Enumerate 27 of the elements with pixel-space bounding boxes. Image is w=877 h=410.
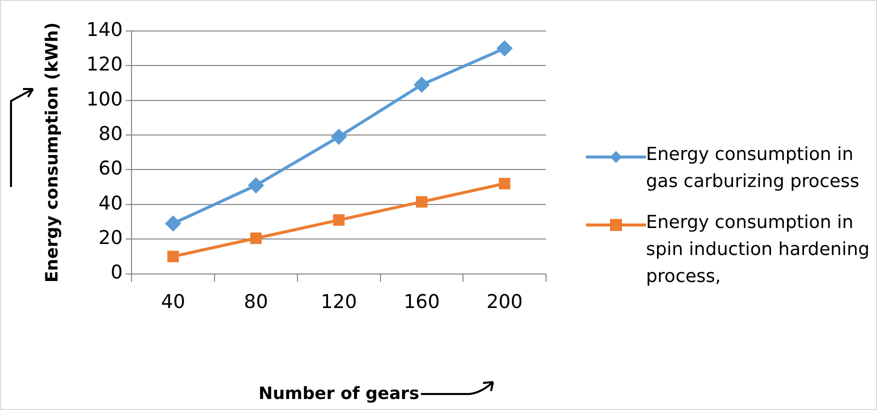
y-tick-label: 0 xyxy=(110,262,123,284)
point xyxy=(497,40,512,56)
point xyxy=(248,178,264,193)
x-tick-label: 120 xyxy=(320,291,357,314)
y-tick-label: 80 xyxy=(98,122,123,145)
point xyxy=(333,214,345,226)
point xyxy=(414,77,430,92)
y-axis-title: Energy consumption (kWh) xyxy=(42,22,63,282)
legend-label: Energy consumption in gas carburizing process xyxy=(646,143,860,194)
point xyxy=(166,216,181,232)
x-tick-label: 80 xyxy=(244,291,268,314)
x-axis-title: Number of gears xyxy=(258,384,420,404)
point xyxy=(416,196,428,208)
x-tick-label: 160 xyxy=(404,291,440,314)
y-tick-label: 120 xyxy=(86,54,123,76)
y-tick-label: 60 xyxy=(98,158,123,180)
x-tick-label: 40 xyxy=(161,291,186,314)
x-tick-label: 200 xyxy=(486,291,523,314)
point xyxy=(331,129,346,144)
point xyxy=(167,250,179,262)
y-tick-label: 140 xyxy=(86,18,123,41)
point xyxy=(498,178,510,190)
y-tick-label: 100 xyxy=(86,88,123,110)
legend-label: Energy consumption in spin induction hardening process, xyxy=(646,211,871,289)
y-tick-label: 40 xyxy=(98,192,123,214)
y-tick-label: 20 xyxy=(98,227,123,250)
point xyxy=(250,232,262,244)
